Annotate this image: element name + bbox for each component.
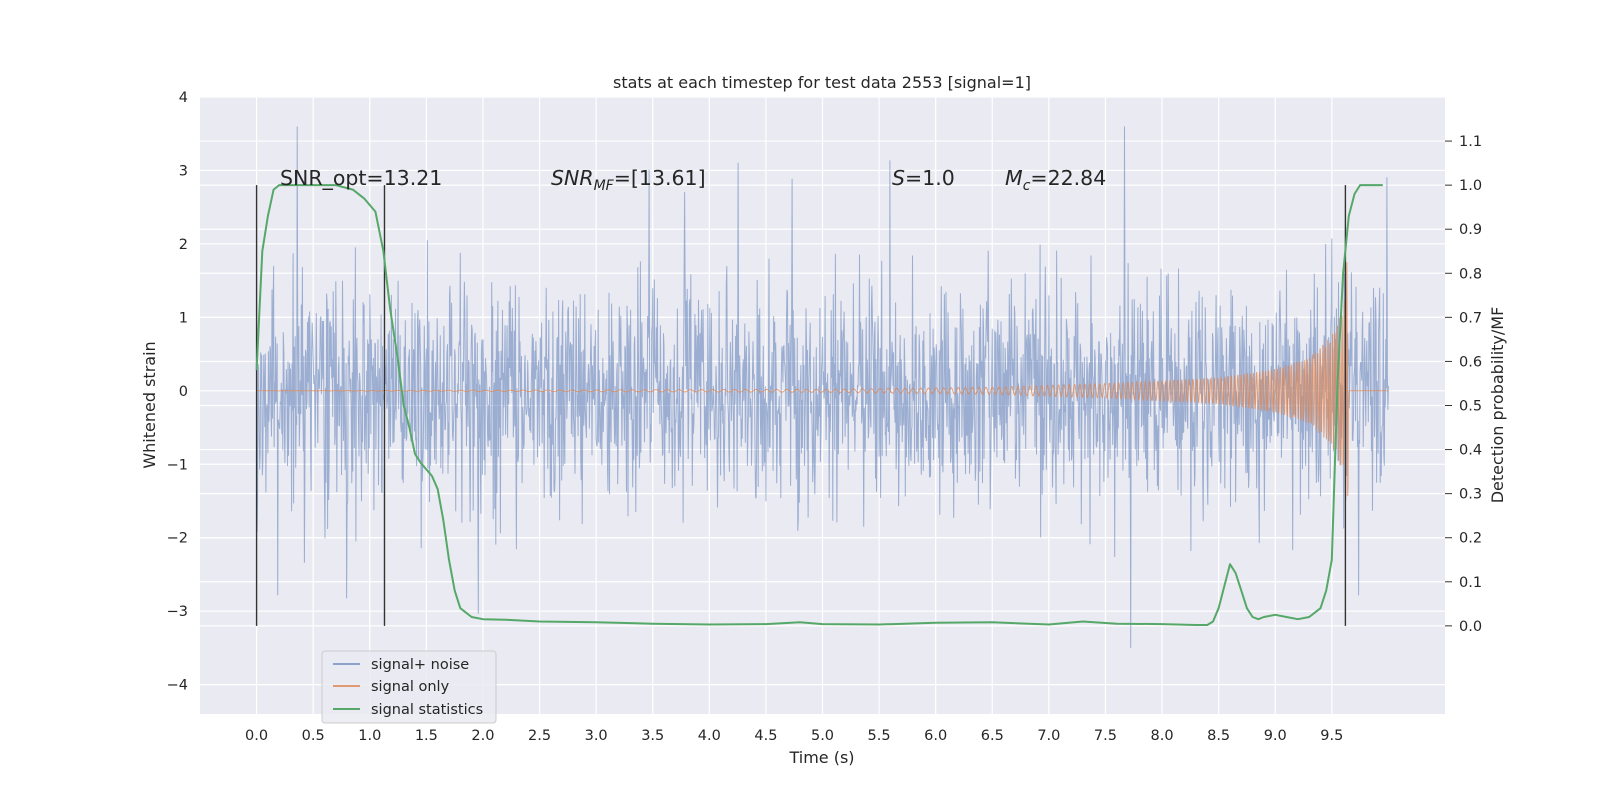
annotation-mc: Mc=22.84 [1005,166,1106,194]
legend-box [321,650,497,724]
y-tick-label: 3 [179,163,188,179]
y2-tick-label: 0.7 [1459,310,1482,326]
y2-tick-label: 0.8 [1459,266,1482,282]
statistics-line [255,184,1383,626]
signal-line [256,262,1389,501]
x-tick-label: 4.0 [698,728,721,744]
noise-series [256,126,1389,648]
annotation-snr-mf-value: =[13.61] [614,166,706,190]
y-tick-label: 2 [179,237,188,253]
annotation-snr-mf-base: SNR [551,166,594,190]
annotation-mc-base: M [1005,166,1023,190]
x-tick-label: 0.0 [245,728,268,744]
y2-tick-label: 0.9 [1459,222,1482,238]
x-tick-label: 7.0 [1037,728,1060,744]
x-tick-label: 8.5 [1207,728,1230,744]
statistics-series [255,184,1383,626]
x-tick-label: 6.5 [981,728,1004,744]
y-tick-label: 4 [179,90,188,106]
x-tick-label: 3.0 [585,728,608,744]
x-tick-label: 4.5 [754,728,777,744]
annotation-s: S=1.0 [892,166,955,190]
annotation-snr-mf: SNRMF=[13.61] [551,166,706,194]
annotation-snr-mf-sub: MF [594,178,615,194]
y-tick-label: −4 [167,678,188,694]
y2-tick-label: 0.0 [1459,619,1482,635]
y2-tick-label: 0.6 [1459,354,1482,370]
annotation-s-value: =1.0 [905,166,955,190]
chart-title: stats at each timestep for test data 255… [613,73,1031,92]
y2-ticks: 1.1 1.0 0.9 0.8 0.7 0.6 0.5 0.4 0.3 0.2 0.1 0.0 [1445,134,1482,635]
legend-label-statistics: signal statistics [371,702,483,718]
y2-tick-label: 0.5 [1459,399,1482,415]
x-tick-label: 9.0 [1264,728,1287,744]
y2-tick-label: 0.3 [1459,487,1482,503]
y2-tick-label: 0.1 [1459,575,1482,591]
annotation-snr-opt: SNR_opt=13.21 [280,166,442,191]
x-tick-label: 1.5 [415,728,438,744]
x-axis-label: Time (s) [788,748,854,767]
x-tick-label: 8.0 [1151,728,1174,744]
x-tick-label: 9.5 [1320,728,1343,744]
annotation-mc-sub: c [1023,178,1031,194]
x-tick-label: 3.5 [641,728,664,744]
y-tick-label: −3 [167,604,188,620]
x-tick-label: 1.0 [358,728,381,744]
y2-tick-label: 0.4 [1459,443,1482,459]
annotation-s-base: S [892,166,905,190]
x-ticks: 0.0 0.5 1.0 1.5 2.0 2.5 3.0 3.5 4.0 4.5 5.0 5.5 6.0 6… [245,728,1343,744]
y2-tick-label: 1.1 [1459,134,1482,150]
x-tick-label: 5.5 [868,728,891,744]
legend-label-signal: signal only [371,679,450,695]
annotation-mc-value: =22.84 [1030,166,1106,190]
legend: signal+ noise signal only signal statist… [321,650,497,724]
x-tick-label: 0.5 [302,728,325,744]
x-tick-label: 2.5 [528,728,551,744]
y2-axis-label: Detection probability/MF [1488,307,1507,504]
y-tick-label: 1 [179,310,188,326]
x-tick-label: 2.0 [471,728,494,744]
y-tick-label: −1 [167,457,188,473]
y-tick-label: 0 [179,384,188,400]
y-ticks: 4 3 2 1 0 −1 −2 −3 −4 [167,90,188,694]
x-tick-label: 6.0 [924,728,947,744]
x-tick-label: 7.5 [1094,728,1117,744]
y2-tick-label: 1.0 [1459,178,1482,194]
y2-tick-label: 0.2 [1459,531,1482,547]
x-tick-label: 5.0 [811,728,834,744]
noise-line [256,126,1389,648]
y-tick-label: −2 [167,531,188,547]
signal-series [256,262,1389,501]
y-axis-label: Whitened strain [140,341,159,468]
legend-label-noise: signal+ noise [371,657,469,673]
